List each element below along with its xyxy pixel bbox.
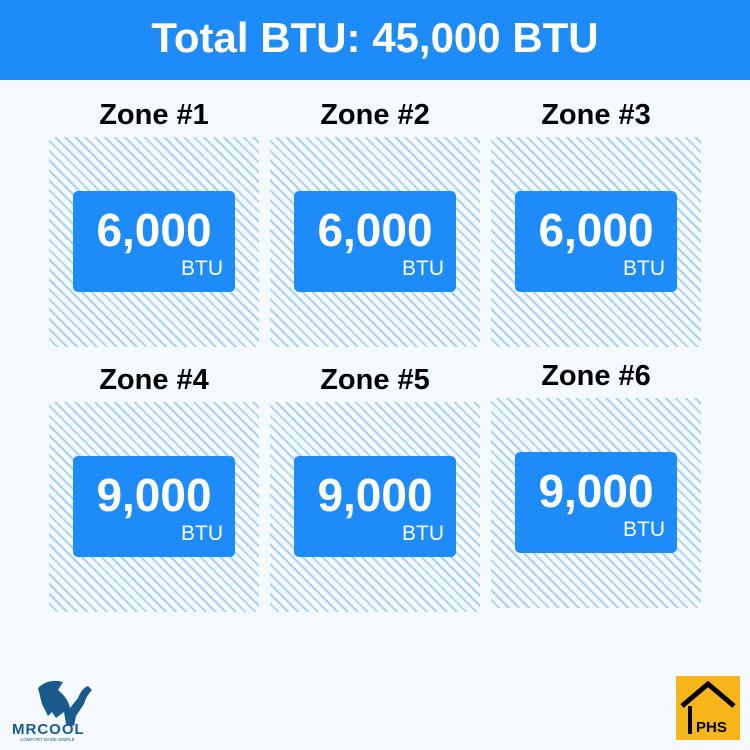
svg-text:MRCOOL: MRCOOL <box>12 721 85 738</box>
svg-text:PHS: PHS <box>696 719 727 736</box>
zone-6-label: Zone #6 <box>541 360 651 392</box>
zone-6-value: 9,000 <box>538 465 654 517</box>
zone-1-unit: BTU <box>181 257 223 280</box>
zone-4-label: Zone #4 <box>99 364 209 396</box>
zone-6-panel: 9,000 BTU <box>491 398 701 608</box>
svg-text:COMFORT MADE SIMPLE: COMFORT MADE SIMPLE <box>20 737 75 742</box>
zone-3-btu-box: 6,000 BTU <box>515 191 677 292</box>
zone-1-btu-box: 6,000 BTU <box>73 191 235 292</box>
zone-1-panel: 6,000 BTU <box>49 137 259 347</box>
zone-4-panel: 9,000 BTU <box>49 402 259 612</box>
zone-1-label: Zone #1 <box>99 99 209 131</box>
zone-5-btu-box: 9,000 BTU <box>294 456 456 557</box>
zone-2-unit: BTU <box>402 257 444 280</box>
zone-2-value: 6,000 <box>317 204 433 256</box>
zone-4-unit: BTU <box>181 522 223 545</box>
zone-6-unit: BTU <box>623 518 665 541</box>
zone-4-value: 9,000 <box>96 469 212 521</box>
phs-logo: PHS <box>676 676 740 740</box>
zone-6-btu-box: 9,000 BTU <box>515 452 677 553</box>
zone-2-label: Zone #2 <box>320 99 430 131</box>
zone-4-btu-box: 9,000 BTU <box>73 456 235 557</box>
total-btu-header: Total BTU: 45,000 BTU <box>0 0 750 80</box>
zone-5-panel: 9,000 BTU <box>270 402 480 612</box>
house-icon: PHS <box>680 680 736 736</box>
zone-3-label: Zone #3 <box>541 99 651 131</box>
zone-1-value: 6,000 <box>96 204 212 256</box>
polar-bear-icon: MRCOOL COMFORT MADE SIMPLE <box>12 680 92 742</box>
zone-3-unit: BTU <box>623 257 665 280</box>
zone-5-unit: BTU <box>402 522 444 545</box>
zone-2-btu-box: 6,000 BTU <box>294 191 456 292</box>
zone-3-value: 6,000 <box>538 204 654 256</box>
zone-5-value: 9,000 <box>317 469 433 521</box>
zone-3-panel: 6,000 BTU <box>491 137 701 347</box>
mrcool-logo: MRCOOL COMFORT MADE SIMPLE <box>8 668 118 744</box>
zone-5-label: Zone #5 <box>320 364 430 396</box>
zone-2-panel: 6,000 BTU <box>270 137 480 347</box>
